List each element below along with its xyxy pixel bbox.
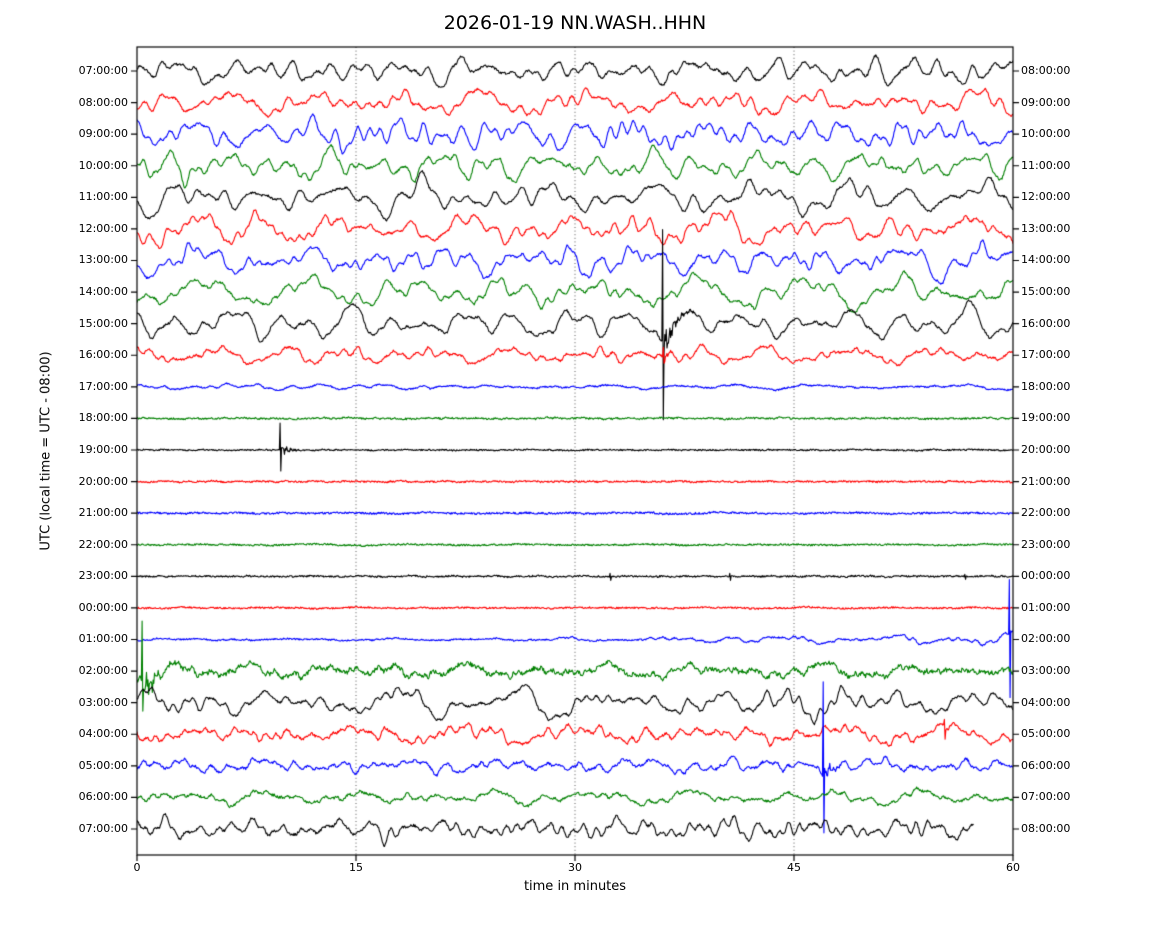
x-tick-label: 45	[787, 861, 801, 874]
local-tick-label: 16:00:00	[1021, 316, 1071, 330]
local-tick-label: 20:00:00	[1021, 442, 1071, 456]
local-tick-label: 00:00:00	[1021, 569, 1071, 583]
utc-tick-label: 08:00:00	[78, 95, 128, 109]
utc-tick-label: 15:00:00	[78, 316, 128, 330]
x-axis-label: time in minutes	[523, 879, 627, 894]
utc-tick-label: 01:00:00	[78, 632, 128, 646]
utc-tick-label: 20:00:00	[78, 474, 128, 488]
local-tick-label: 03:00:00	[1021, 664, 1071, 678]
utc-tick-label: 00:00:00	[78, 600, 128, 614]
local-tick-label: 08:00:00	[1021, 64, 1071, 77]
utc-tick-label: 13:00:00	[78, 253, 128, 267]
local-tick-label: 23:00:00	[1021, 537, 1071, 551]
utc-tick-label: 06:00:00	[78, 790, 128, 804]
local-tick-label: 07:00:00	[1021, 790, 1071, 804]
local-tick-label: 21:00:00	[1021, 474, 1071, 488]
x-tick-label: 60	[1006, 861, 1020, 874]
local-tick-label: 05:00:00	[1021, 727, 1071, 741]
local-tick-label: 02:00:00	[1021, 632, 1071, 646]
utc-tick-label: 16:00:00	[78, 348, 128, 362]
utc-tick-label: 12:00:00	[78, 221, 128, 235]
local-tick-label: 04:00:00	[1021, 695, 1071, 709]
local-tick-label: 10:00:00	[1021, 127, 1071, 141]
utc-tick-label: 03:00:00	[78, 695, 128, 709]
utc-tick-label: 07:00:00	[78, 64, 128, 77]
local-tick-label: 08:00:00	[1021, 821, 1071, 835]
utc-tick-label: 10:00:00	[78, 158, 128, 172]
utc-tick-label: 22:00:00	[78, 537, 128, 551]
local-tick-label: 09:00:00	[1021, 95, 1071, 109]
utc-tick-label: 19:00:00	[78, 442, 128, 456]
local-tick-label: 22:00:00	[1021, 506, 1071, 520]
x-tick-label: 0	[133, 861, 141, 874]
utc-tick-label: 23:00:00	[78, 569, 128, 583]
utc-tick-label: 07:00:00	[78, 821, 128, 835]
local-tick-label: 01:00:00	[1021, 600, 1071, 614]
local-tick-label: 12:00:00	[1021, 190, 1071, 204]
utc-tick-label: 04:00:00	[78, 727, 128, 741]
local-tick-label: 18:00:00	[1021, 379, 1071, 393]
utc-tick-label: 17:00:00	[78, 379, 128, 393]
x-tick-label: 30	[568, 861, 582, 874]
local-tick-label: 11:00:00	[1021, 158, 1071, 172]
utc-tick-label: 02:00:00	[78, 664, 128, 678]
utc-tick-label: 18:00:00	[78, 411, 128, 425]
local-tick-label: 19:00:00	[1021, 411, 1071, 425]
chart-title: 2026-01-19 NN.WASH..HHN	[443, 12, 707, 34]
local-tick-label: 17:00:00	[1021, 348, 1071, 362]
local-tick-label: 13:00:00	[1021, 221, 1071, 235]
x-tick-label: 15	[349, 861, 363, 874]
utc-tick-label: 11:00:00	[78, 190, 128, 204]
utc-tick-label: 21:00:00	[78, 506, 128, 520]
local-tick-label: 15:00:00	[1021, 285, 1071, 299]
utc-tick-label: 09:00:00	[78, 127, 128, 141]
local-tick-label: 14:00:00	[1021, 253, 1071, 267]
local-tick-label: 06:00:00	[1021, 758, 1071, 772]
utc-tick-label: 05:00:00	[78, 758, 128, 772]
utc-tick-label: 14:00:00	[78, 285, 128, 299]
